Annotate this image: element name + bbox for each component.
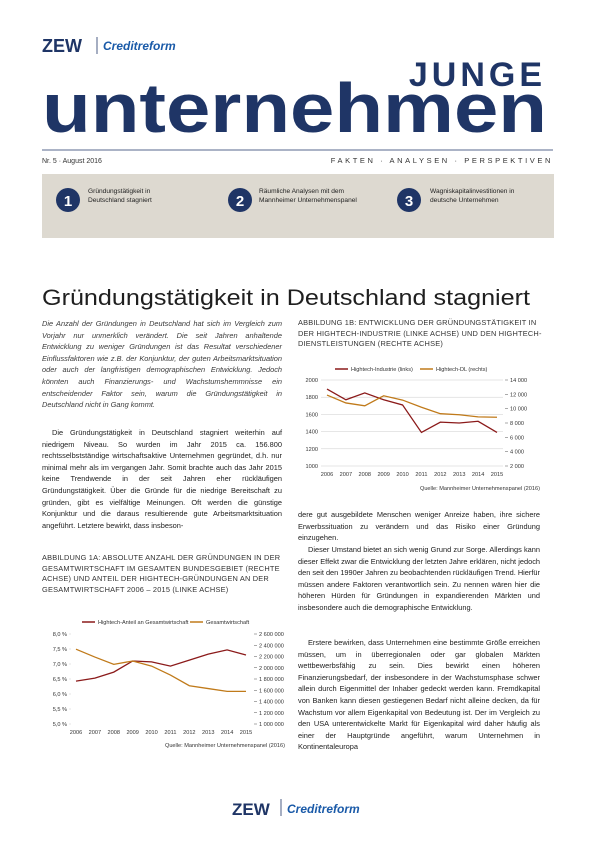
- number: 3: [405, 193, 413, 210]
- y-tick-label: 8,0 %: [53, 632, 67, 638]
- y2-tick-label: 2 200 000: [259, 655, 284, 661]
- x-tick-label: 2008: [108, 730, 120, 736]
- y-tick-label: 6,5 %: [53, 677, 67, 683]
- x-tick-label: 2010: [145, 730, 157, 736]
- x-tick-label: 2012: [434, 472, 446, 478]
- paragraph: Erstere bewirken, dass Unternehmen eine …: [298, 638, 540, 752]
- chart-source: Quelle: Mannheimer Unternehmenspanel (20…: [420, 486, 540, 492]
- legend-label: Hightech-DL (rechts): [436, 367, 488, 373]
- y-tick-label: 1400: [306, 430, 318, 436]
- y2-tick-label: 8 000: [510, 421, 524, 427]
- contents-box: [42, 174, 554, 238]
- logo-creditreform: Creditreform: [103, 39, 176, 53]
- issue: Nr. 5 · August 2016: [42, 158, 102, 165]
- paragraph: Die Gründungstätigkeit in Deutschland st…: [42, 428, 282, 530]
- y-tick-label: 1000: [306, 464, 318, 470]
- legend-label: Gesamtwirtschaft: [206, 620, 250, 626]
- x-tick-label: 2014: [221, 730, 233, 736]
- y-tick-label: 7,0 %: [53, 662, 67, 668]
- x-tick-label: 2007: [89, 730, 101, 736]
- y-tick-label: 1600: [306, 412, 318, 418]
- y2-tick-label: 2 000 000: [259, 666, 284, 672]
- y2-tick-label: 2 000: [510, 464, 524, 470]
- x-tick-label: 2006: [321, 472, 333, 478]
- y2-tick-label: 1 400 000: [259, 700, 284, 706]
- series-line: [75, 649, 247, 682]
- paragraph: dere gut ausgebildete Menschen weniger A…: [298, 510, 540, 543]
- contents-item: Räumliche Analysen mit dem Mannheimer Un…: [259, 188, 357, 204]
- chart-title: ABBILDUNG 1B: ENTWICKLUNG DER GRÜNDUNGST…: [298, 318, 542, 348]
- footer-logo-zew: ZEW: [232, 800, 271, 819]
- legend-label: Hightech-Industrie (links): [351, 367, 413, 373]
- series-line: [326, 388, 498, 434]
- x-tick-label: 2008: [359, 472, 371, 478]
- y-tick-label: 1200: [306, 447, 318, 453]
- y2-tick-label: 12 000: [510, 392, 527, 398]
- y-tick-label: 5,5 %: [53, 707, 67, 713]
- y2-tick-label: 1 000 000: [259, 722, 284, 728]
- x-tick-label: 2011: [164, 730, 176, 736]
- footer-logo-creditreform: Creditreform: [287, 802, 360, 816]
- x-tick-label: 2009: [126, 730, 138, 736]
- number-badge: [56, 188, 80, 212]
- y2-tick-label: 1 600 000: [259, 688, 284, 694]
- contents-item: Gründungstätigkeit in Deutschland stagni…: [88, 188, 152, 204]
- lead: Die Anzahl der Gründungen in Deutschland…: [42, 319, 282, 410]
- y2-tick-label: 2 400 000: [259, 643, 284, 649]
- y2-tick-label: 6 000: [510, 435, 524, 441]
- number-badge: [397, 188, 421, 212]
- title-top: JUNGE: [409, 56, 546, 94]
- number: 1: [64, 193, 72, 210]
- y2-tick-label: 14 000: [510, 378, 527, 384]
- series-line: [326, 394, 498, 418]
- number-badge: [228, 188, 252, 212]
- title-main: unternehmen: [42, 69, 547, 147]
- y-tick-label: 2000: [306, 378, 318, 384]
- x-tick-label: 2010: [396, 472, 408, 478]
- y2-tick-label: 1 800 000: [259, 677, 284, 683]
- y2-tick-label: 4 000: [510, 450, 524, 456]
- tagline: FAKTEN · ANALYSEN · PERSPEKTIVEN: [331, 156, 553, 165]
- y-tick-label: 7,5 %: [53, 647, 67, 653]
- x-tick-label: 2011: [415, 472, 427, 478]
- x-tick-label: 2013: [453, 472, 465, 478]
- x-tick-label: 2014: [472, 472, 484, 478]
- y-tick-label: 6,0 %: [53, 692, 67, 698]
- logo-zew: ZEW: [42, 36, 82, 56]
- y2-tick-label: 1 200 000: [259, 711, 284, 717]
- chart-title: ABBILDUNG 1A: ABSOLUTE ANZAHL DER GRÜNDU…: [42, 553, 281, 594]
- x-tick-label: 2006: [70, 730, 82, 736]
- paragraph: Dieser Umstand bietet an sich wenig Grun…: [298, 545, 540, 612]
- number: 2: [236, 193, 244, 210]
- y-tick-label: 5,0 %: [53, 722, 67, 728]
- legend-label: Hightech-Anteil an Gesamtwirtschaft: [98, 620, 189, 626]
- y-tick-label: 1800: [306, 395, 318, 401]
- y2-tick-label: 2 600 000: [259, 632, 284, 638]
- y2-tick-label: 10 000: [510, 407, 527, 413]
- x-tick-label: 2013: [202, 730, 214, 736]
- x-tick-label: 2015: [240, 730, 252, 736]
- x-tick-label: 2015: [491, 472, 503, 478]
- chart-source: Quelle: Mannheimer Unternehmenspanel (20…: [165, 743, 285, 749]
- x-tick-label: 2007: [340, 472, 352, 478]
- article-title: Gründungstätigkeit in Deutschland stagni…: [42, 285, 530, 310]
- series-line: [75, 648, 246, 693]
- x-tick-label: 2012: [183, 730, 195, 736]
- contents-item: Wagniskapitalinvestitionen in deutsche U…: [430, 188, 515, 204]
- x-tick-label: 2009: [377, 472, 389, 478]
